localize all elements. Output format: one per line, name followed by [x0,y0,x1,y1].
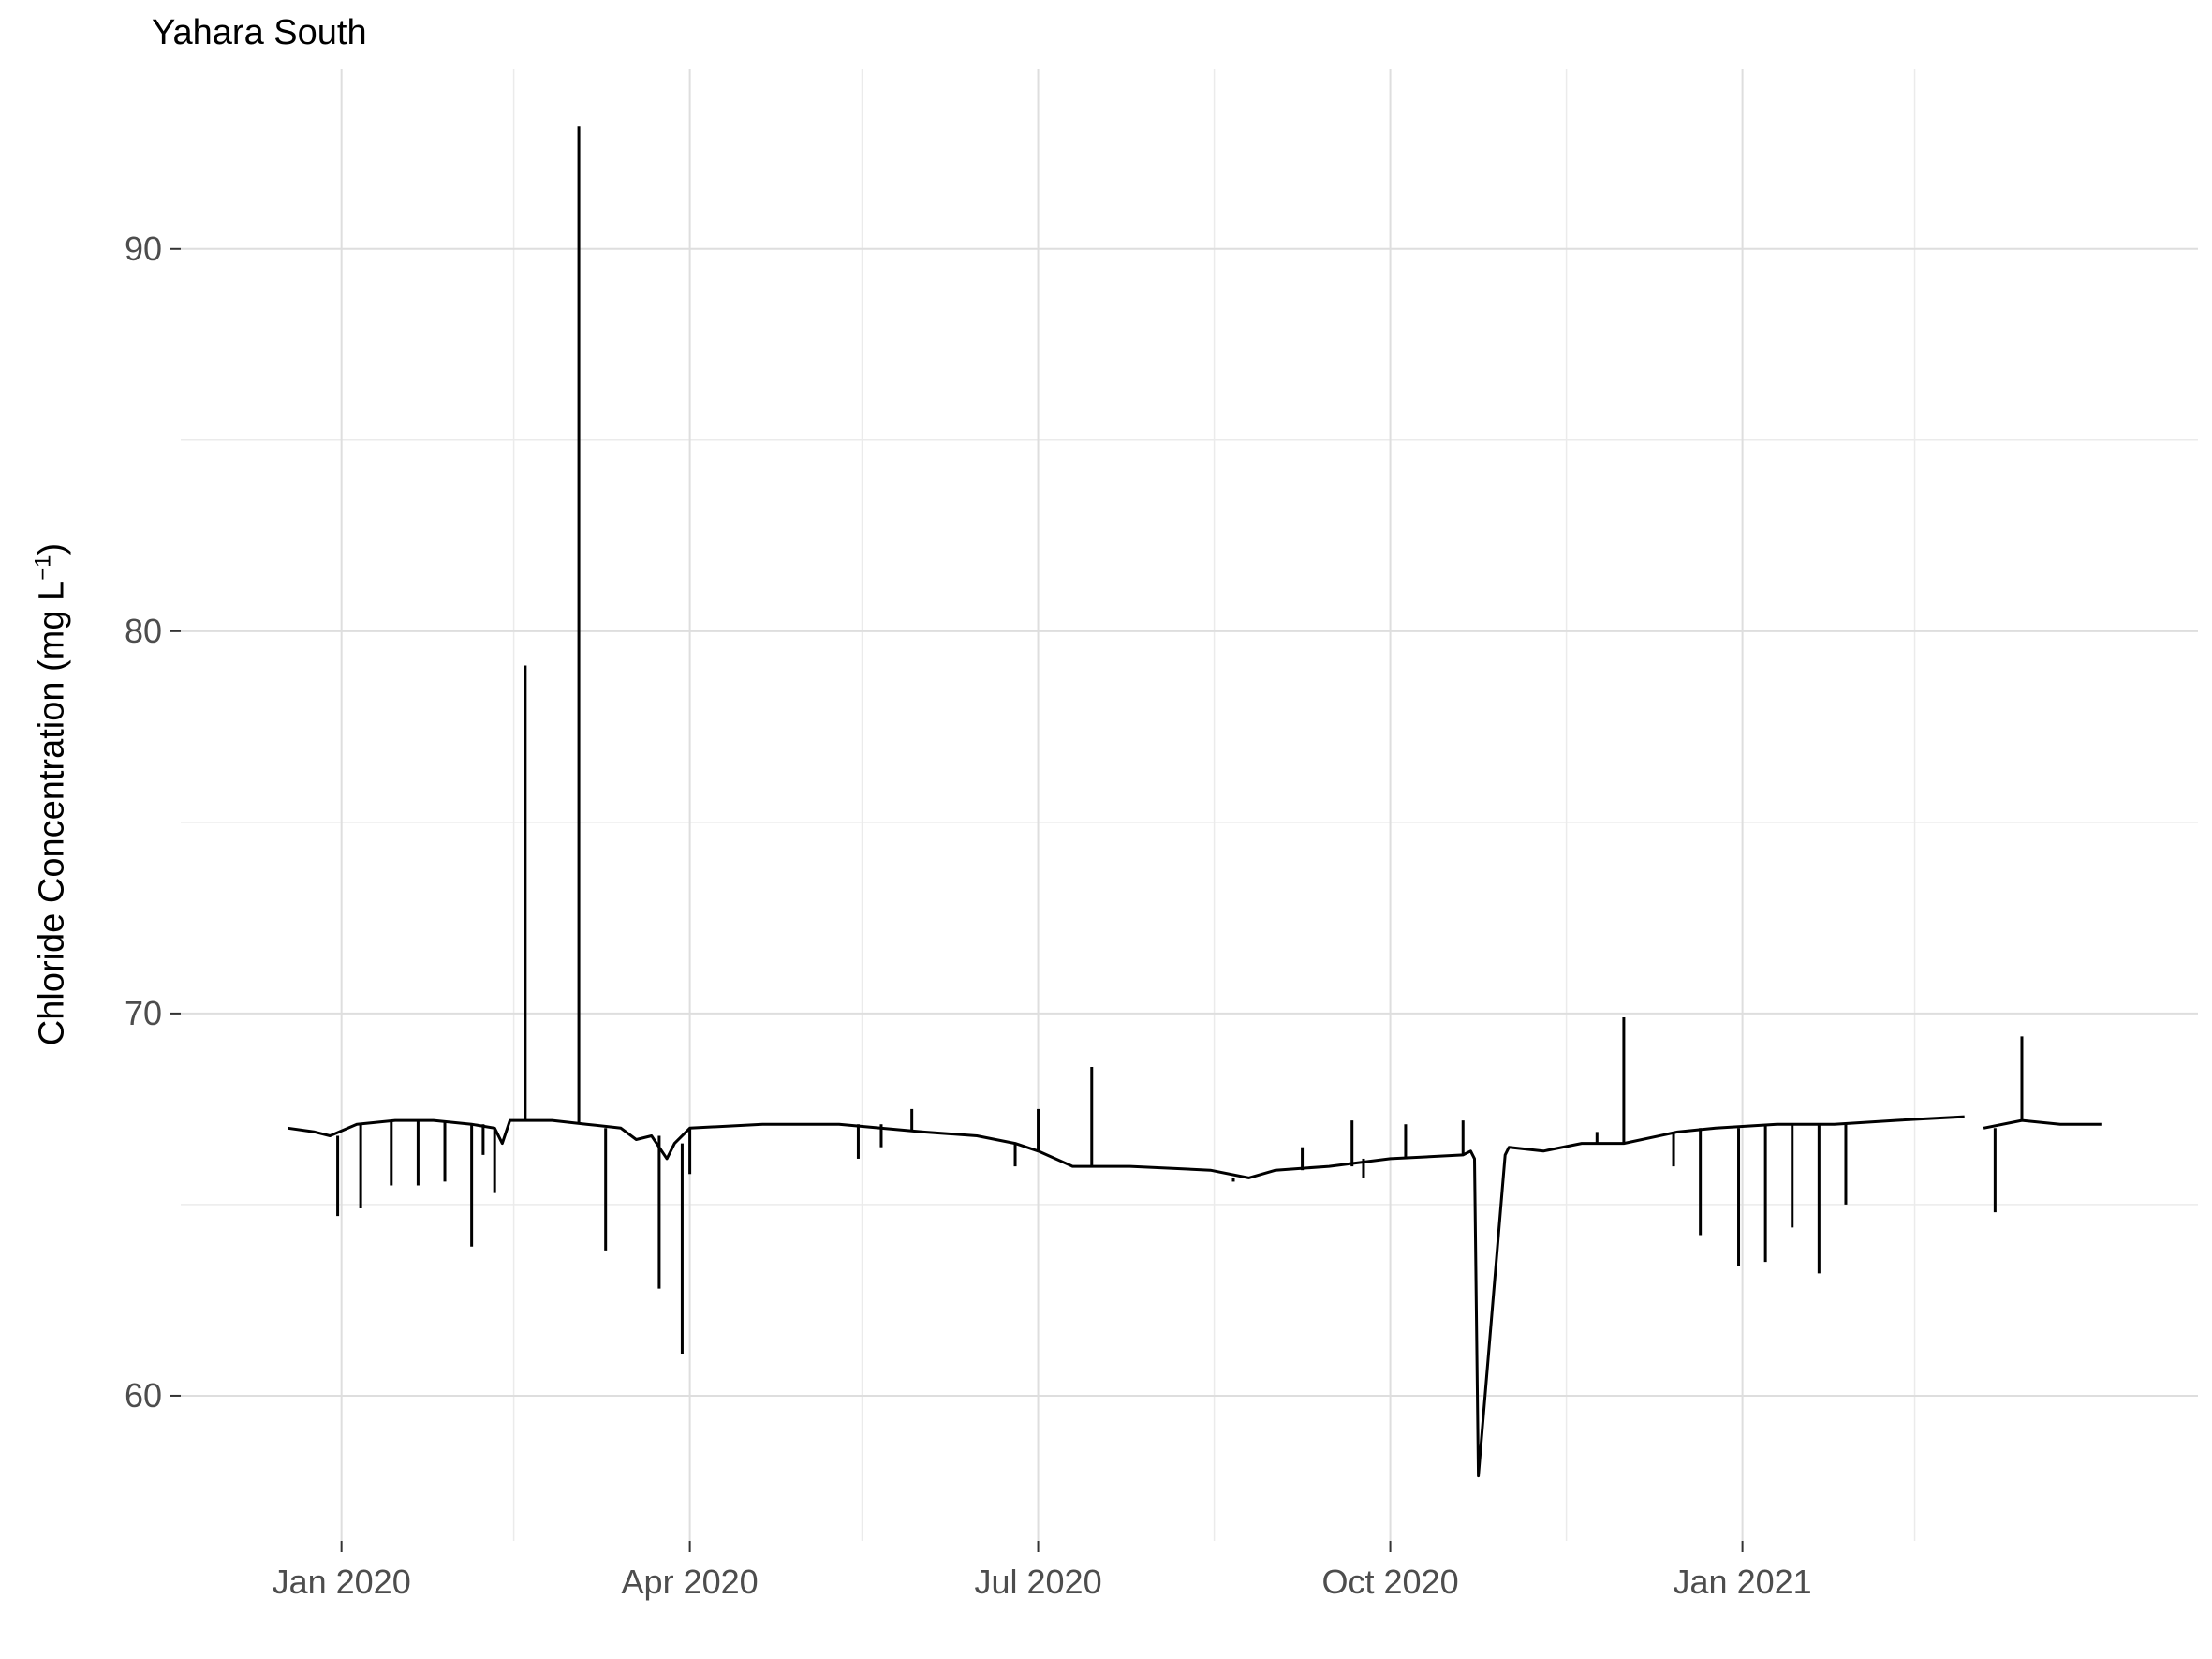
axis-layer: 60 70 80 90 Jan 2020 Apr 2020 Jul 2020 Oct 2020… [125,230,1812,1601]
data-layer [288,126,2102,1478]
series-line-segment [288,1115,1965,1478]
x-tick-label: Jan 2021 [1674,1563,1812,1601]
y-tick-label: 70 [125,994,162,1032]
y-tick-label: 60 [125,1376,162,1415]
series-line-segment [1983,1118,2102,1130]
y-tick-label: 90 [125,230,162,268]
x-tick-label: Apr 2020 [622,1563,759,1601]
x-tick-label: Jul 2020 [974,1563,1101,1601]
x-tick-label: Jan 2020 [273,1563,411,1601]
y-tick-label: 80 [125,612,162,650]
grid-layer [181,69,2198,1541]
chart-title: Yahara South [152,13,367,52]
x-tick-label: Oct 2020 [1322,1563,1459,1601]
